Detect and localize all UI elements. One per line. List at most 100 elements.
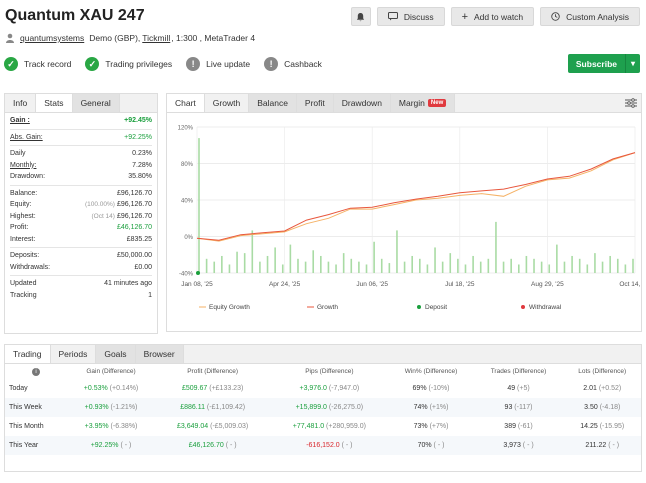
table-cell: £46,126.70 ( - ) <box>188 442 237 449</box>
tab-general[interactable]: General <box>72 94 120 112</box>
user-link[interactable]: quantumsystems <box>20 33 85 43</box>
activity-bar <box>502 261 505 273</box>
chart-settings-button[interactable] <box>621 94 641 112</box>
subscribe-button[interactable]: Subscribe ▾ <box>567 54 640 73</box>
user-icon <box>6 33 14 43</box>
activity-bar <box>632 258 634 273</box>
table-cell: +0.93% (-1.21%) <box>84 404 138 411</box>
tab-stats[interactable]: Stats <box>36 94 73 112</box>
badge-trading-privileges[interactable]: ✓ Trading privileges <box>85 56 172 72</box>
activity-bar <box>350 258 353 273</box>
badge-track-record[interactable]: ✓ Track record <box>4 56 71 72</box>
activity-bar <box>243 253 246 273</box>
activity-bar <box>472 255 474 273</box>
chat-icon <box>387 12 398 21</box>
x-tick-label: Apr 24, '25 <box>269 281 301 288</box>
activity-bar <box>578 258 581 273</box>
table-cell: 69% (-10%) <box>412 385 450 392</box>
activity-bar <box>510 258 512 273</box>
activity-bar <box>434 247 436 273</box>
activity-bar <box>624 264 627 273</box>
clock-icon <box>551 12 560 21</box>
tab-profit[interactable]: Profit <box>296 94 334 112</box>
stat-interest: Interest: £835.25 <box>10 234 152 246</box>
stat-label: Deposits: <box>10 252 40 260</box>
legend-label: Withdrawal <box>529 304 562 311</box>
info-icon[interactable]: i <box>5 364 67 379</box>
activity-bar <box>304 261 307 273</box>
notification-button[interactable] <box>350 7 371 26</box>
activity-bar <box>396 230 398 273</box>
broker-link[interactable]: Tickmill <box>142 33 171 43</box>
table-cell: +3.95% (-6.38%) <box>84 423 138 430</box>
stat-value: £50,000.00 <box>116 252 152 260</box>
add-to-watch-button[interactable]: + Add to watch <box>450 7 535 26</box>
bell-icon <box>357 12 365 21</box>
activity-bar <box>380 258 383 273</box>
discuss-button[interactable]: Discuss <box>376 7 445 26</box>
plus-icon: + <box>461 10 469 23</box>
activity-bar <box>198 138 200 273</box>
activity-bar <box>601 261 604 273</box>
activity-bar <box>540 261 543 273</box>
badge-cashback[interactable]: ! Cashback <box>264 56 322 72</box>
stat-balance: Balance: £96,126.70 <box>10 188 152 200</box>
tab-margin[interactable]: Margin New <box>390 94 456 112</box>
stat-daily: Daily 0.23% <box>10 148 152 160</box>
top-actions: Discuss + Add to watch Custom Analysis <box>350 7 640 26</box>
tab-goals[interactable]: Goals <box>96 345 136 363</box>
tab-drawdown[interactable]: Drawdown <box>333 94 391 112</box>
tab-chart[interactable]: Chart <box>167 94 205 112</box>
tab-periods[interactable]: Periods <box>50 345 97 363</box>
periods-table: i Gain (Difference) Profit (Difference) … <box>5 364 641 455</box>
stat-value: 41 minutes ago <box>104 280 152 288</box>
tab-growth[interactable]: Growth <box>204 94 250 112</box>
stats-panel: Info Stats General Gain : +92.45% Abs. Ga… <box>4 93 158 334</box>
badge-label: Live update <box>206 59 251 69</box>
activity-bar <box>205 258 208 273</box>
col-trades: Trades (Difference) <box>490 368 547 375</box>
sliders-icon <box>625 98 637 108</box>
y-tick-label: 120% <box>178 126 194 132</box>
activity-bar <box>236 251 238 273</box>
x-tick-label: Jan 08, '25 <box>181 281 213 288</box>
activity-bar <box>221 255 223 273</box>
stat-label: Interest: <box>10 235 36 243</box>
tab-info[interactable]: Info <box>5 94 37 112</box>
stat-withdrawals: Withdrawals: £0.00 <box>10 262 152 274</box>
activity-bar <box>616 258 619 273</box>
table-cell: +15,899.0 (-26,275.0) <box>295 404 364 411</box>
stat-label: Updated <box>10 280 37 288</box>
page-title: Quantum XAU 247 <box>5 7 145 24</box>
stat-label: Abs. Gain: <box>10 133 43 141</box>
activity-bar <box>464 264 467 273</box>
stat-gain: Gain : +92.45% <box>10 115 152 127</box>
activity-bar <box>403 261 406 273</box>
table-row: This Week +0.93% (-1.21%) £886.11 (-£1,109… <box>5 398 641 417</box>
activity-bar <box>441 261 444 273</box>
stat-label: Daily <box>10 150 26 158</box>
activity-bar <box>495 221 497 273</box>
legend-label: Growth <box>317 304 338 311</box>
table-cell: 14.25 (-15.95) <box>580 423 625 430</box>
badge-live-update[interactable]: ! Live update <box>186 56 250 72</box>
custom-analysis-button[interactable]: Custom Analysis <box>540 7 640 26</box>
chevron-down-icon[interactable]: ▾ <box>630 59 635 68</box>
stat-label: Monthly: <box>10 161 37 169</box>
activity-bar <box>517 264 520 273</box>
activity-bar <box>571 255 573 273</box>
stat-label: Withdrawals: <box>10 263 51 271</box>
y-tick-label: 80% <box>181 162 194 168</box>
tab-balance[interactable]: Balance <box>249 94 297 112</box>
table-row: This Year +92.25% ( - ) £46,126.70 ( - ) -6… <box>5 436 641 455</box>
badge-label: Cashback <box>284 59 322 69</box>
stat-equity: Equity: (100.00%) £96,126.70 <box>10 199 152 211</box>
tab-browser[interactable]: Browser <box>135 345 184 363</box>
activity-bar <box>586 264 589 273</box>
tab-trading[interactable]: Trading <box>5 345 51 363</box>
stat-value: +92.45% <box>124 117 152 125</box>
activity-bar <box>373 241 375 273</box>
col-lots: Lots (Difference) <box>578 368 627 375</box>
stat-value: 7.28% <box>132 161 152 169</box>
account-type: Demo (GBP), <box>89 33 141 43</box>
